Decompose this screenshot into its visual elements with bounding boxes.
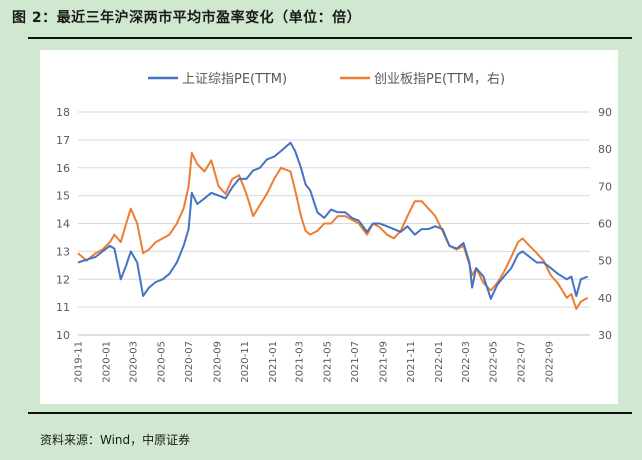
right-axis-ticks: 30 40 50 60 70 80 90 [598, 106, 612, 342]
left-tick-label: 16 [56, 162, 70, 175]
x-tick-label: 2020-09 [212, 341, 223, 383]
left-tick-label: 17 [56, 134, 70, 147]
left-tick-label: 18 [56, 106, 70, 119]
top-rule [28, 37, 632, 39]
right-tick-label: 40 [598, 292, 612, 305]
legend-label: 上证综指PE(TTM) [182, 72, 287, 87]
x-tick-label: 2022-01 [434, 341, 445, 383]
series-lines [77, 141, 589, 310]
right-tick-label: 90 [598, 106, 612, 119]
left-tick-label: 15 [56, 190, 70, 203]
x-tick-label: 2020-01 [101, 341, 112, 383]
bottom-rule [28, 412, 632, 414]
x-tick-label: 2021-01 [268, 341, 279, 383]
x-tick-label: 2022-09 [545, 341, 556, 383]
gridlines [78, 111, 590, 336]
x-tick-label: 2021-07 [350, 341, 361, 383]
left-tick-label: 14 [56, 218, 70, 231]
x-tick-label: 2022-07 [516, 341, 527, 383]
right-tick-label: 50 [598, 255, 612, 268]
pe-line-chart: 10 11 12 13 14 15 16 17 18 30 40 50 60 70 80 90 2019-1… [56, 72, 612, 383]
left-tick-label: 10 [56, 329, 70, 342]
chart-panel: 10 11 12 13 14 15 16 17 18 30 40 50 60 70 80 90 2019-1… [40, 50, 618, 404]
source-note: 资料来源：Wind，中原证券 [40, 433, 191, 447]
x-tick-label: 2021-11 [406, 341, 417, 383]
legend-label: 创业板指PE(TTM，右) [374, 72, 505, 87]
series-line-chinext-pe [77, 151, 589, 310]
left-tick-label: 12 [56, 273, 70, 286]
x-tick-label: 2022-03 [461, 341, 472, 383]
x-tick-label: 2021-03 [295, 341, 306, 383]
left-tick-label: 11 [56, 301, 70, 314]
x-tick-label: 2022-05 [489, 341, 500, 383]
right-tick-label: 30 [598, 329, 612, 342]
x-tick-label: 2021-05 [322, 341, 333, 383]
legend: 上证综指PE(TTM) 创业板指PE(TTM，右) [148, 72, 505, 87]
right-tick-label: 60 [598, 218, 612, 231]
x-tick-label: 2020-11 [240, 341, 251, 383]
x-tick-label: 2021-09 [378, 341, 389, 383]
right-tick-label: 70 [598, 180, 612, 193]
x-axis-ticks: 2019-11 2020-01 2020-03 2020-05 2020-07 2020-… [74, 341, 556, 383]
left-tick-label: 13 [56, 245, 70, 258]
right-tick-label: 80 [598, 143, 612, 156]
x-tick-label: 2019-11 [74, 341, 85, 383]
x-tick-label: 2020-05 [156, 341, 167, 383]
figure-title: 图 2：最近三年沪深两市平均市盈率变化（单位：倍） [12, 10, 362, 26]
series-line-shanghai-pe [77, 141, 589, 300]
x-tick-label: 2020-03 [129, 341, 140, 383]
x-tick-label: 2020-07 [184, 341, 195, 383]
left-axis-ticks: 10 11 12 13 14 15 16 17 18 [56, 106, 70, 342]
